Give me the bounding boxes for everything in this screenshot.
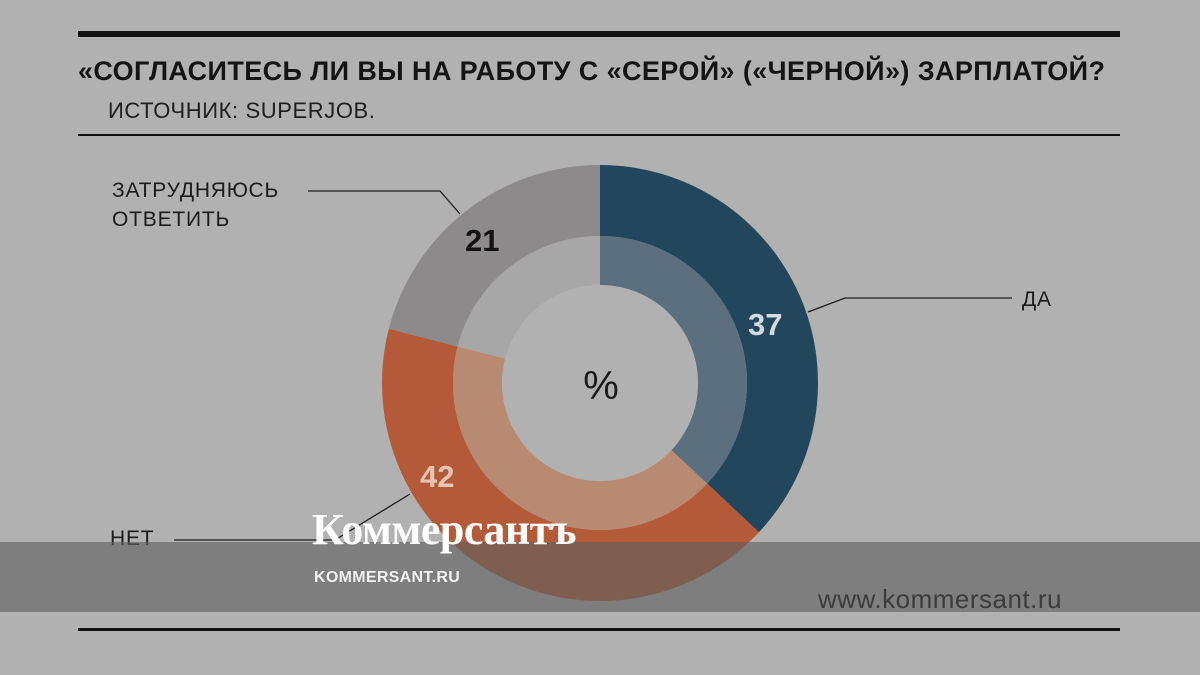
title-text: «СОГЛАСИТЕСЬ ЛИ ВЫ НА РАБОТУ С «СЕРОЙ» (…: [78, 56, 1106, 86]
chart-title: «СОГЛАСИТЕСЬ ЛИ ВЫ НА РАБОТУ С «СЕРОЙ» (…: [78, 52, 1118, 130]
label-hard-to-answer: ЗАТРУДНЯЮСЬ ОТВЕТИТЬ: [112, 179, 280, 231]
bottom-rule: [78, 628, 1120, 631]
title-rule: [78, 134, 1120, 136]
site-url: www.kommersant.ru: [818, 584, 1062, 614]
leader-line-yes: [807, 297, 1012, 313]
leader-line-hard: [308, 190, 461, 215]
leader-lines: [174, 190, 1012, 541]
leader-line-no: [174, 493, 411, 541]
inner-ring: [453, 236, 747, 530]
source-label: ИСТОЧНИК: SUPERJOB.: [108, 98, 376, 123]
slice-no: [382, 328, 759, 601]
value-yes: 37: [748, 307, 783, 342]
label-yes: ДА: [1022, 288, 1052, 311]
outer-ring: [382, 165, 818, 601]
watermark-band: [0, 542, 1200, 612]
donut-hole: [502, 285, 698, 481]
value-hard-to-answer: 21: [465, 223, 500, 258]
value-no: 42: [420, 459, 455, 494]
top-rule: [78, 31, 1120, 37]
percent-unit: %: [583, 364, 619, 408]
slice-yes-inner: [600, 236, 747, 484]
slice-hard-to-answer-inner: [457, 236, 600, 359]
kommersant-domain: KOMMERSANT.RU: [314, 569, 461, 586]
slice-no-inner: [453, 346, 708, 530]
kommersant-logo: Коммерсантъ: [312, 505, 577, 554]
slice-hard-to-answer: [388, 165, 600, 347]
slice-yes: [600, 165, 818, 533]
